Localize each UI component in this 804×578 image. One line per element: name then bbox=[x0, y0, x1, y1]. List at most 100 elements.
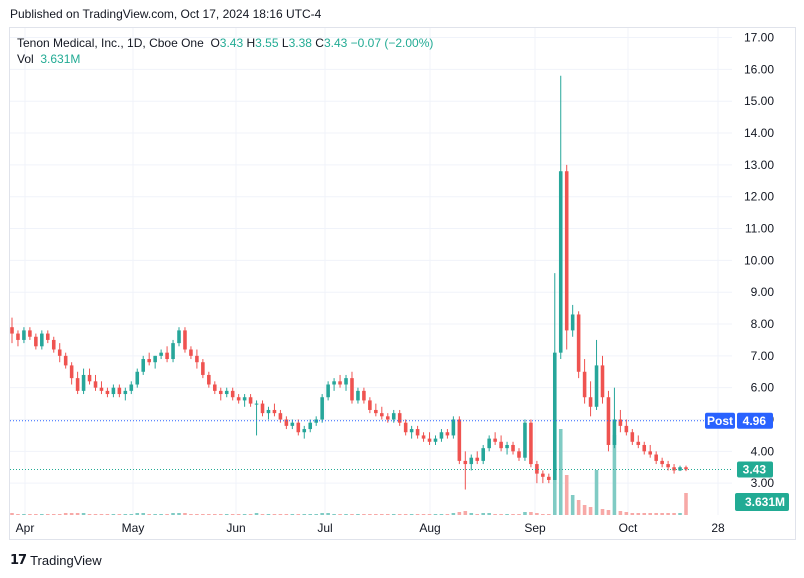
x-tick-label: 28 bbox=[711, 521, 725, 535]
volume-bar bbox=[93, 514, 98, 515]
volume-bar bbox=[195, 514, 199, 515]
chart-legend: Tenon Medical, Inc., 1D, Cboe One O3.43 … bbox=[17, 35, 433, 67]
volume-bar bbox=[290, 514, 295, 515]
volume-bar bbox=[10, 513, 14, 515]
candle-body bbox=[642, 444, 647, 452]
post-price-text: 4.96 bbox=[743, 414, 767, 428]
volume-bar bbox=[409, 514, 414, 515]
volume-bar bbox=[684, 493, 688, 515]
y-tick-label: 17.00 bbox=[744, 31, 774, 45]
volume-bar bbox=[201, 514, 205, 515]
candle-body bbox=[99, 387, 104, 391]
volume-bar bbox=[457, 512, 462, 515]
volume-bar bbox=[177, 513, 181, 515]
volume-bar bbox=[159, 514, 163, 515]
volume-bar bbox=[224, 514, 229, 515]
volume-bar bbox=[535, 513, 539, 515]
volume-bar bbox=[397, 514, 402, 515]
volume-bar bbox=[28, 514, 32, 515]
candle-body bbox=[153, 355, 157, 363]
volume-bar bbox=[302, 514, 307, 515]
volume-bar bbox=[356, 514, 360, 515]
volume-bar bbox=[415, 514, 420, 515]
candle-body bbox=[350, 378, 354, 401]
volume-bar bbox=[427, 514, 432, 515]
candle-body bbox=[433, 438, 438, 442]
candle-body bbox=[487, 438, 491, 449]
volume-bar bbox=[314, 514, 318, 515]
candle-body bbox=[242, 397, 247, 401]
volume-bar bbox=[248, 514, 253, 515]
volume-bar bbox=[547, 514, 551, 515]
candle-body bbox=[564, 171, 569, 331]
volume-bar bbox=[469, 513, 474, 515]
candle-body bbox=[374, 409, 378, 414]
volume-bar bbox=[266, 514, 271, 515]
legend-o-label: O bbox=[210, 36, 220, 50]
volume-bar bbox=[385, 514, 390, 515]
candle-body bbox=[505, 444, 509, 449]
candle-body bbox=[260, 403, 265, 414]
volume-bar bbox=[564, 475, 569, 515]
candle-body bbox=[445, 432, 450, 436]
y-tick-label: 3.00 bbox=[751, 476, 775, 490]
candle-body bbox=[129, 384, 134, 391]
candle-body bbox=[493, 438, 497, 442]
candle-body bbox=[624, 425, 629, 433]
y-tick-label: 7.00 bbox=[751, 349, 775, 363]
candle-body bbox=[475, 457, 480, 461]
y-tick-label: 6.00 bbox=[751, 381, 775, 395]
volume-bar bbox=[350, 514, 354, 515]
candle-body bbox=[320, 397, 324, 420]
y-tick-label: 10.00 bbox=[744, 253, 774, 267]
candle-body bbox=[547, 476, 551, 480]
volume-bar bbox=[499, 514, 503, 515]
volume-bar bbox=[451, 513, 456, 515]
y-tick-label: 4.00 bbox=[751, 444, 775, 458]
footer[interactable]: 𝟭𝟳 TradingView bbox=[10, 552, 102, 568]
candle-body bbox=[302, 429, 307, 433]
candle-body bbox=[248, 397, 253, 404]
candle-body bbox=[195, 355, 199, 363]
candle-body bbox=[141, 359, 146, 372]
volume-bar bbox=[672, 513, 676, 515]
post-label-box bbox=[705, 412, 735, 429]
candle-body bbox=[254, 403, 259, 405]
candle-body bbox=[57, 349, 62, 356]
x-tick-label: Oct bbox=[619, 521, 638, 535]
candle-body bbox=[523, 422, 527, 458]
post-label-text: Post bbox=[707, 414, 733, 428]
candle-body bbox=[535, 464, 539, 474]
volume-bar bbox=[511, 514, 515, 515]
volume-bar bbox=[517, 514, 521, 515]
candle-body bbox=[266, 409, 271, 414]
candle-body bbox=[582, 371, 587, 398]
candle-body bbox=[368, 400, 372, 410]
candle-body bbox=[34, 336, 38, 347]
candle-body bbox=[469, 457, 474, 465]
volume-bar bbox=[362, 514, 366, 515]
candle-body bbox=[618, 419, 623, 426]
volume-bar bbox=[541, 514, 545, 515]
volume-bar bbox=[648, 513, 653, 515]
candle-body bbox=[517, 451, 521, 458]
legend-high: 3.55 bbox=[255, 36, 279, 50]
legend-h-label: H bbox=[246, 36, 256, 50]
candle-body bbox=[630, 432, 635, 442]
volume-bar bbox=[34, 514, 38, 515]
volume-bars bbox=[10, 429, 688, 515]
candle-body bbox=[463, 460, 468, 465]
volume-bar bbox=[594, 470, 599, 515]
volume-bar bbox=[338, 514, 342, 515]
candles bbox=[10, 75, 688, 490]
volume-bar bbox=[218, 514, 223, 515]
legend-c-label: C bbox=[315, 36, 324, 50]
candle-body bbox=[576, 314, 581, 372]
volume-bar bbox=[606, 510, 611, 515]
candle-body bbox=[296, 422, 301, 433]
volume-bar bbox=[81, 513, 86, 515]
volume-bar bbox=[326, 513, 330, 515]
x-tick-label: May bbox=[122, 521, 145, 535]
volume-bar bbox=[153, 514, 157, 515]
